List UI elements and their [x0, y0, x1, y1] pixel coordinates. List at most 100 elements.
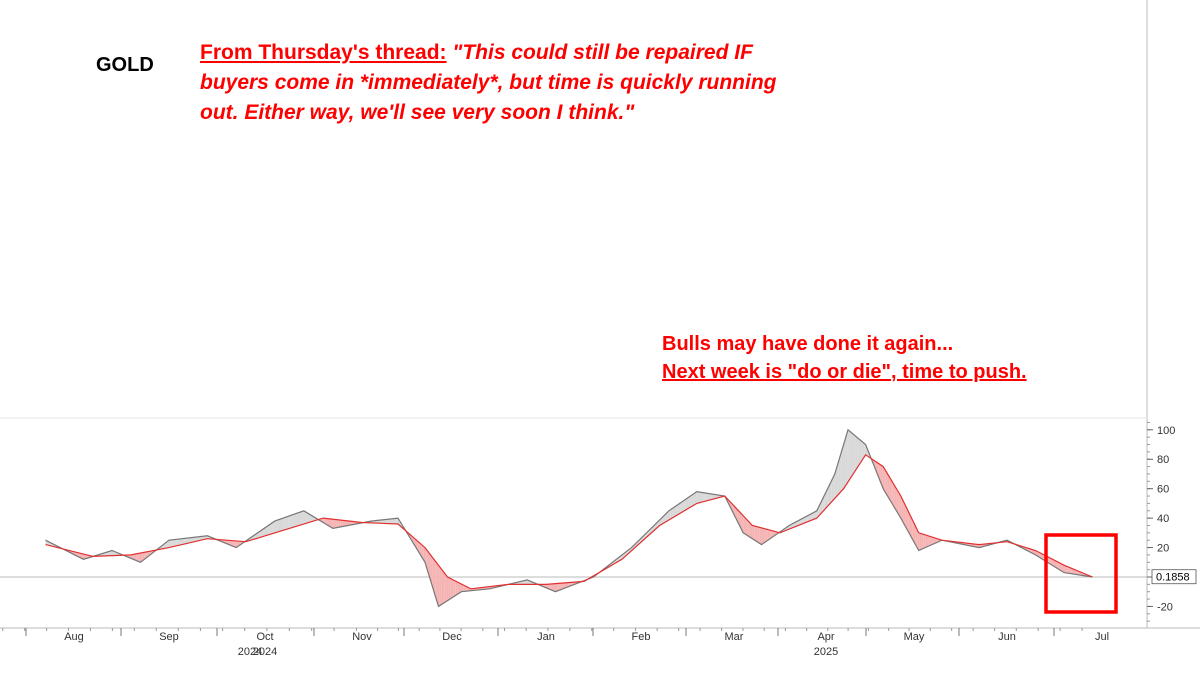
oscillator-fill-segment [761, 527, 764, 545]
oscillator-fill-segment [265, 526, 267, 536]
oscillator-fill-segment [711, 493, 714, 500]
oscillator-fill-segment [172, 539, 175, 547]
oscillator-fill-segment [1067, 566, 1070, 574]
oscillator-fill-segment [266, 525, 269, 536]
oscillator-fill-segment [813, 511, 815, 520]
oscillator-fill-segment [192, 537, 194, 543]
oscillator-fill-segment [193, 537, 196, 542]
oscillator-fill-segment [197, 536, 200, 541]
oscillator-y-tick-label: 80 [1157, 454, 1169, 466]
oscillator-fill-segment [1054, 560, 1057, 568]
oscillator-fill-segment [889, 476, 892, 502]
oscillator-fill-segment [549, 583, 552, 591]
oscillator-fill-segment [805, 515, 808, 523]
oscillator-fill-segment [230, 540, 233, 546]
oscillator-fill-segment [934, 537, 937, 544]
oscillator-fill-segment [850, 432, 853, 478]
oscillator-fill-segment [768, 529, 771, 540]
oscillator-fill-segment [138, 553, 141, 563]
oscillator-fill-segment [827, 485, 830, 507]
highlight-box [1044, 533, 1118, 614]
bulls-annotation-line-1: Bulls may have done it again... [662, 333, 954, 355]
x-month-label: Jul [1095, 631, 1109, 643]
oscillator-fill-segment [383, 519, 386, 524]
oscillator-fill-segment [294, 513, 297, 527]
oscillator-fill-segment [1058, 562, 1061, 571]
oscillator-fill-segment [282, 517, 285, 531]
oscillator-fill-segment [332, 519, 335, 529]
x-year-label: 2024 [253, 646, 277, 658]
oscillator-fill-segment [685, 498, 688, 511]
oscillator-fill-segment [681, 500, 684, 513]
oscillator-fill-segment [439, 566, 442, 606]
oscillator-fill-segment [299, 511, 302, 526]
oscillator-y-tick-label: 100 [1157, 425, 1175, 437]
oscillator-fill-segment [841, 444, 844, 491]
oscillator-fill-segment [389, 518, 391, 524]
oscillator-value-badge-box [1151, 569, 1197, 585]
oscillator-fill-segment [694, 491, 697, 505]
oscillator-fill-segment [691, 494, 694, 507]
oscillator-fill-segment [563, 582, 565, 589]
oscillator-fill-segment [899, 494, 902, 520]
oscillator-fill-segment [329, 518, 331, 528]
oscillator-fill-segment [919, 533, 922, 551]
oscillator-fill-segment [770, 530, 773, 539]
oscillator-fill-segment [802, 517, 804, 525]
oscillator-fill-segment [930, 536, 933, 546]
oscillator-fill-segment [303, 510, 306, 525]
oscillator-fill-segment [704, 492, 707, 502]
oscillator-fill-segment [798, 519, 801, 526]
quote-annotation: From Thursday's thread: "This could stil… [200, 38, 820, 128]
oscillator-fill-segment [921, 533, 924, 550]
oscillator-fill-segment [1056, 561, 1059, 570]
oscillator-fill-segment [278, 519, 281, 532]
oscillator-fill-segment [739, 511, 742, 530]
oscillator-fill-segment [450, 578, 452, 599]
oscillator-fill-segment [234, 540, 237, 548]
oscillator-fill-segment [906, 508, 909, 533]
oscillator-fill-segment [83, 554, 86, 560]
quote-text: "This could still be repaired IF buyers … [200, 41, 777, 124]
oscillator-fill-segment [754, 525, 757, 542]
oscillator-fill-segment [453, 580, 456, 597]
oscillator-y-tick-label: -20 [1157, 601, 1173, 613]
oscillator-fill-segment [814, 510, 817, 519]
oscillator-fill-segment [350, 521, 353, 526]
oscillator-fill-segment [555, 583, 558, 592]
bulls-annotation-line-2: Next week is "do or die", time to push. [662, 361, 1027, 383]
oscillator-fill-segment [678, 503, 681, 515]
oscillator-fill-segment [557, 583, 560, 591]
oscillator-fill-segment [180, 538, 183, 545]
oscillator-fill-segment [381, 519, 384, 524]
oscillator-fill-segment [421, 544, 424, 560]
oscillator-fill-segment [702, 492, 705, 502]
oscillator-fill-segment [857, 437, 860, 468]
oscillator-fill-segment [140, 552, 143, 563]
oscillator-fill-segment [809, 513, 812, 522]
oscillator-fill-segment [412, 536, 415, 545]
oscillator-fill-segment [443, 571, 445, 604]
oscillator-fill-segment [336, 519, 339, 528]
oscillator-fill-segment [553, 583, 556, 592]
oscillator-fill-segment [845, 432, 848, 486]
oscillator-fill-segment [110, 550, 112, 556]
oscillator-fill-segment [261, 529, 264, 537]
oscillator-fill-segment [800, 518, 803, 525]
oscillator-fill-segment [1048, 557, 1051, 565]
oscillator-fill-segment [296, 512, 298, 527]
oscillator-fill-segment [910, 516, 913, 540]
oscillator-fill-segment [1064, 565, 1066, 573]
oscillator-fill-segment [862, 442, 865, 459]
oscillator-fill-segment [340, 520, 343, 527]
oscillator-fill-segment [446, 575, 449, 602]
oscillator-fill-segment [380, 519, 382, 524]
oscillator-fill-segment [915, 527, 918, 549]
oscillator-fill-segment [683, 499, 686, 512]
oscillator-fill-segment [917, 531, 920, 551]
oscillator-fill-segment [756, 526, 758, 543]
oscillator-fill-segment [184, 538, 187, 545]
oscillator-fill-segment [840, 450, 842, 493]
oscillator-fill-segment [346, 520, 349, 526]
